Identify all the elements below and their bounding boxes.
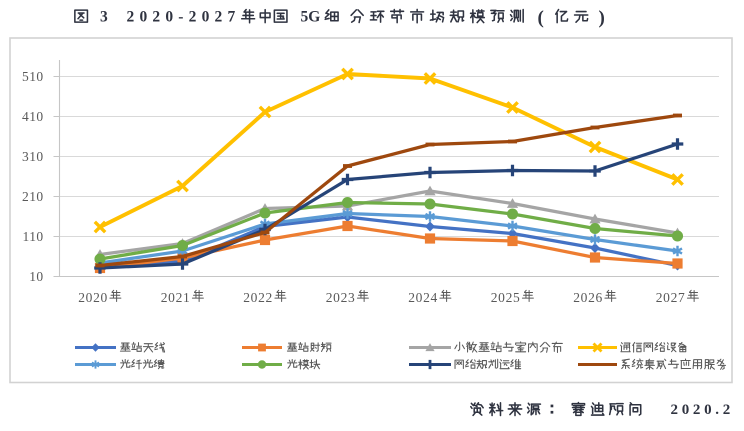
svg-text:2024: 2024 [408,290,438,305]
svg-text:510: 510 [22,69,43,84]
svg-text:2027: 2027 [656,290,686,305]
svg-text:2020: 2020 [78,290,108,305]
svg-text:3: 3 [100,9,108,26]
svg-text:2021: 2021 [161,290,191,305]
svg-text:110: 110 [23,229,44,244]
svg-text:10: 10 [29,269,43,284]
svg-text:2023: 2023 [326,290,356,305]
svg-text:2022: 2022 [243,290,273,305]
svg-text:210: 210 [22,189,43,204]
svg-text:5G: 5G [301,9,321,26]
svg-text:): ) [599,8,605,29]
svg-text:410: 410 [22,109,43,124]
svg-text:2026: 2026 [573,290,603,305]
svg-text:2025: 2025 [491,290,521,305]
svg-text:310: 310 [22,149,43,164]
svg-text:2020-2027: 2020-2027 [127,9,241,26]
svg-text:(: ( [538,8,544,29]
svg-text:2020.2: 2020.2 [671,402,734,418]
